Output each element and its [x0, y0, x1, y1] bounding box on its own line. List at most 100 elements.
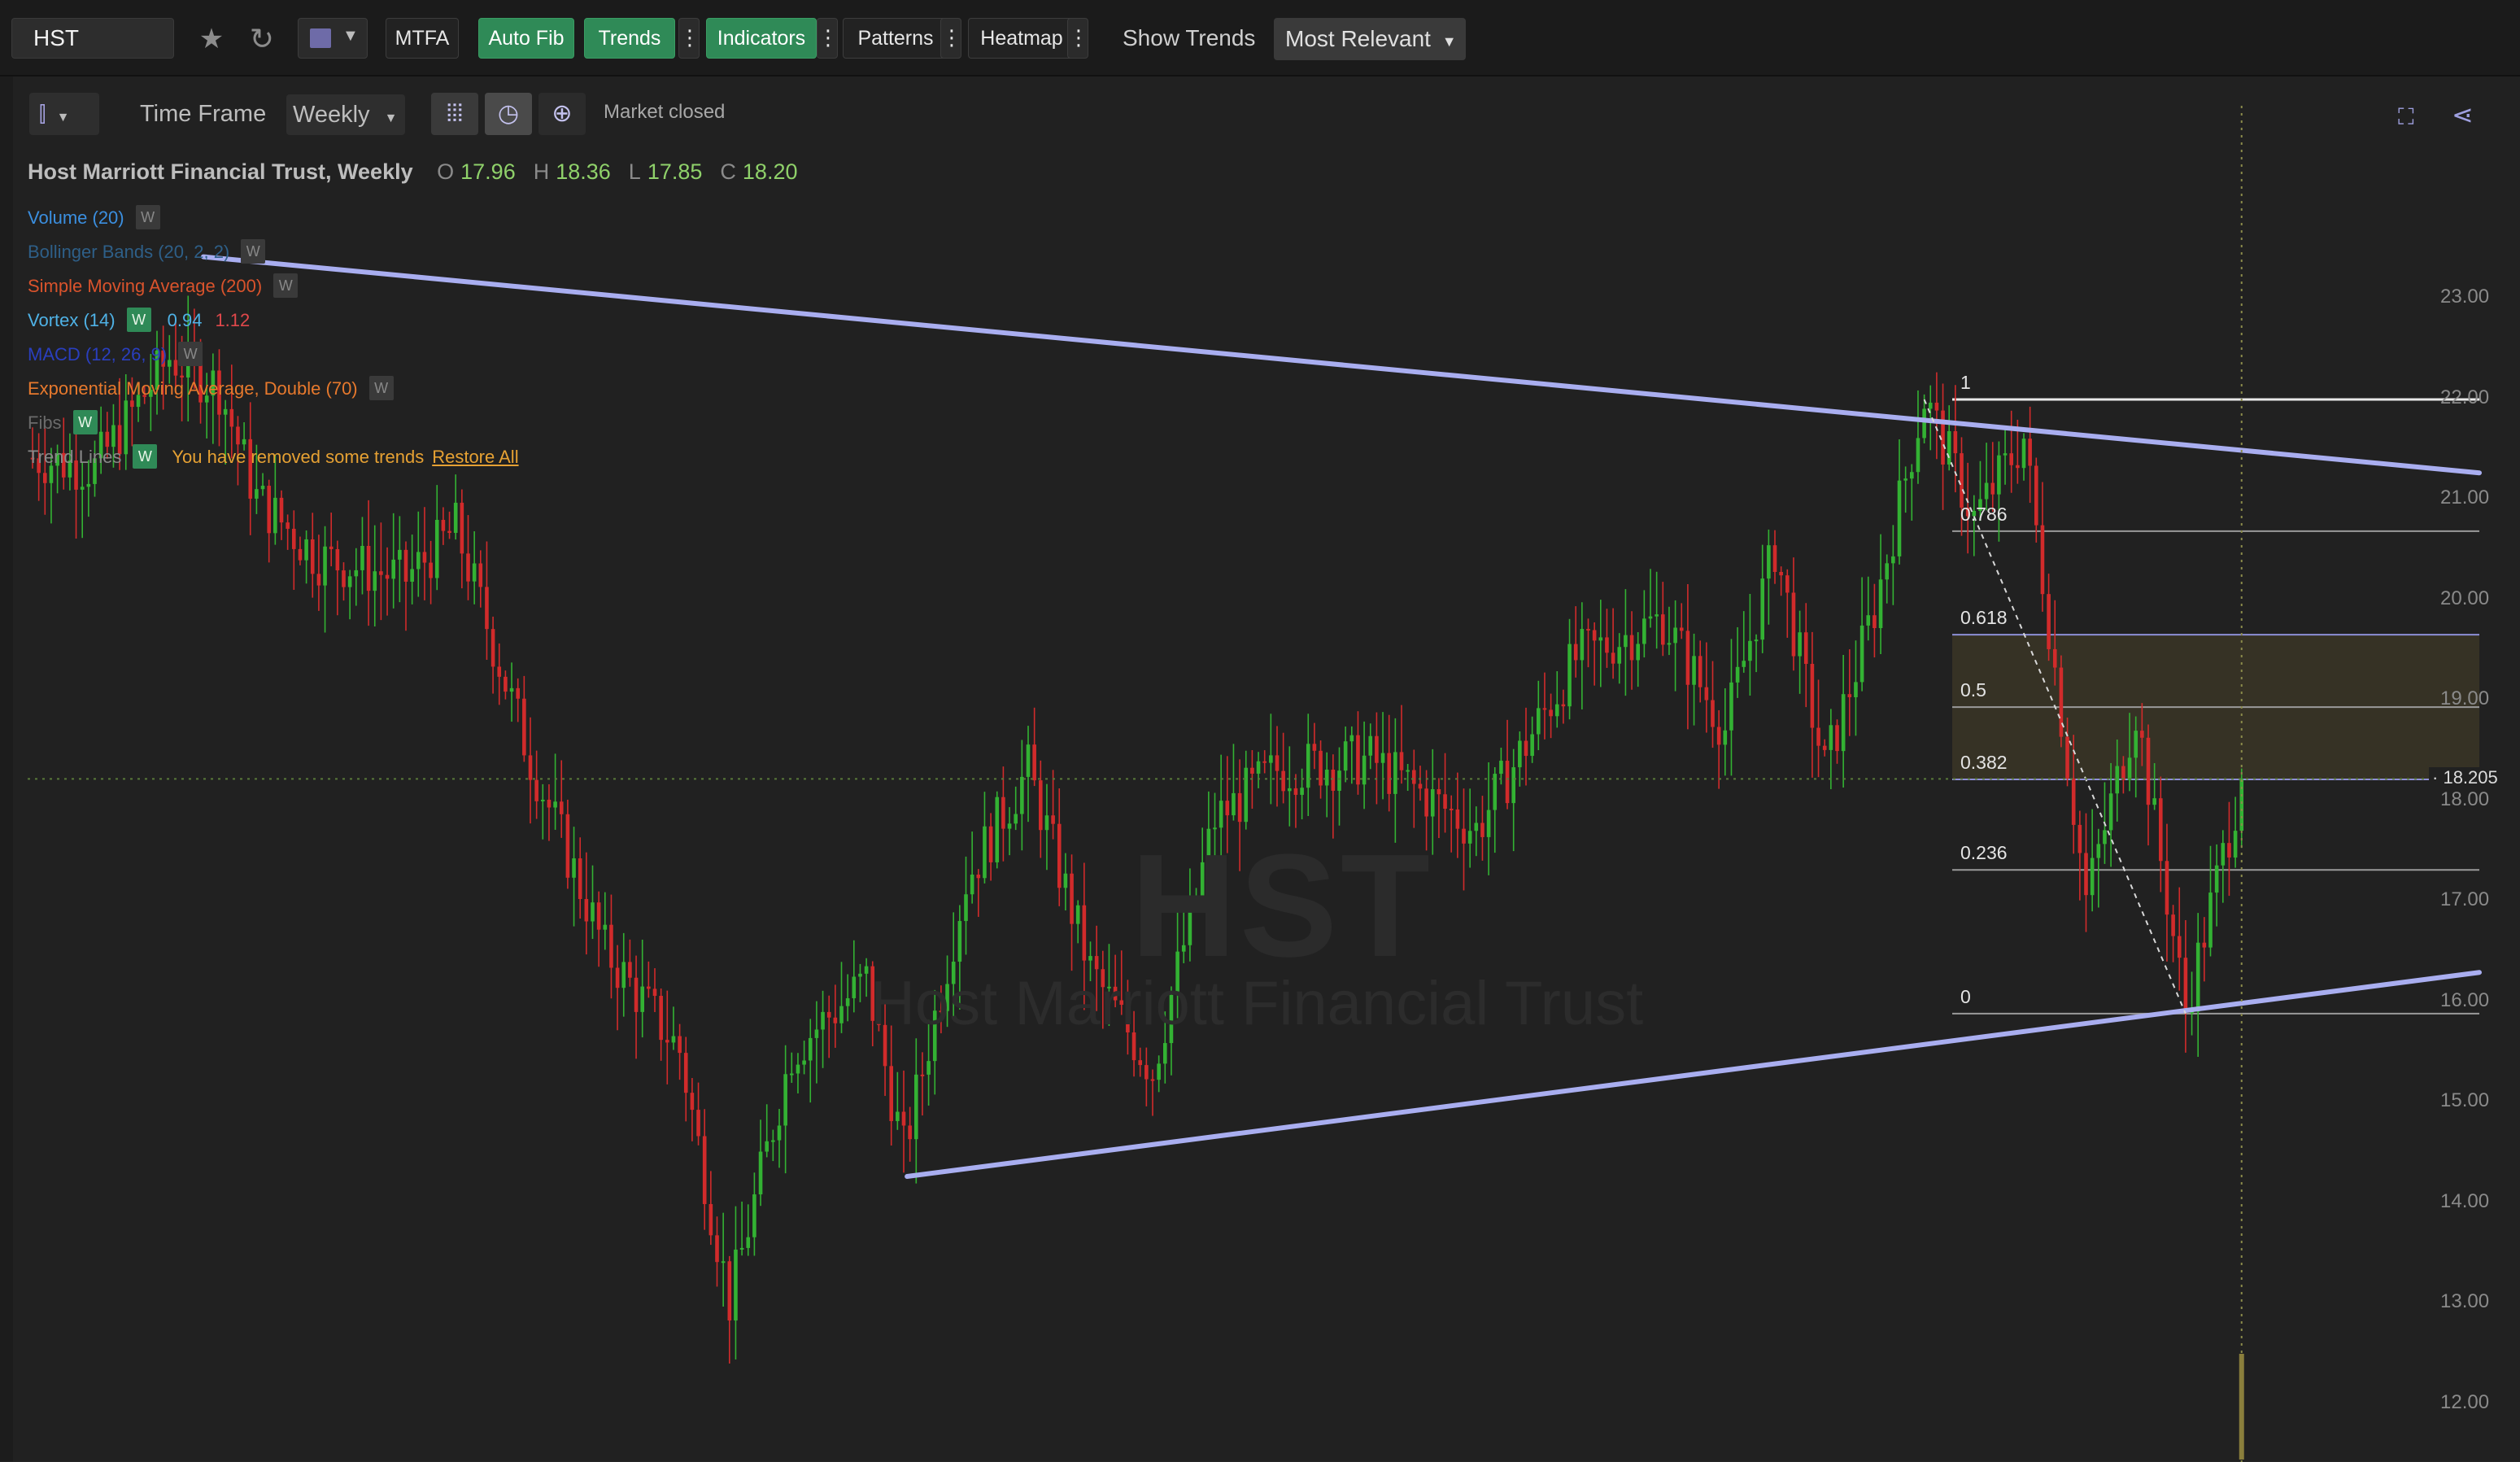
candle [1885, 554, 1889, 604]
indicator-row[interactable]: Vortex (14) W 0.94 1.12 [28, 308, 250, 334]
candle [1138, 1047, 1142, 1077]
refresh-icon[interactable]: ↻ [249, 22, 275, 55]
candle-body [1462, 828, 1466, 844]
candle [1169, 986, 1174, 1076]
patterns-menu-icon[interactable]: ⋮ [940, 18, 962, 59]
ohlc-value: 18.36 [556, 159, 611, 184]
watermark-name: Host Marriott Financial Trust [870, 969, 1644, 1038]
candle [30, 427, 35, 469]
price-tick-label: 12.00 [2440, 1391, 2490, 1413]
candle [310, 513, 315, 598]
candle-body [55, 452, 59, 466]
candle-body [708, 1203, 713, 1236]
indicator-row[interactable]: MACD (12, 26, 9) W [28, 342, 203, 368]
crosshair-icon[interactable]: ⊕ [538, 93, 586, 135]
candle-body [1537, 708, 1541, 735]
color-swatch-icon [310, 28, 331, 48]
candle-body [1150, 1079, 1155, 1081]
waveform-icon[interactable]: ⦙⦙⦙ [431, 93, 478, 135]
candle [1026, 726, 1031, 823]
indicator-window-toggle[interactable]: W [135, 205, 160, 229]
indicator-row[interactable]: Trend Lines W You have removed some trends… [28, 444, 519, 470]
auto-fib-button[interactable]: Auto Fib [478, 18, 574, 59]
time-frame-select[interactable]: Weekly ▼ [286, 94, 405, 135]
ohlc-value: 17.85 [647, 159, 703, 184]
candle [1418, 766, 1423, 801]
candle [708, 1171, 713, 1246]
indicator-window-toggle[interactable]: W [126, 308, 151, 332]
candle [93, 440, 97, 497]
candle-body [2177, 936, 2182, 958]
candle-body [715, 1235, 719, 1263]
restore-all-link[interactable]: Restore All [432, 447, 519, 467]
indicators-menu-icon[interactable]: ⋮ [817, 18, 839, 59]
candle [1300, 768, 1304, 820]
candle-body [1742, 661, 1746, 667]
candle [2003, 430, 2008, 485]
candle-body [1237, 792, 1242, 823]
candle [1119, 950, 1124, 1015]
candle [403, 541, 408, 631]
indicator-window-toggle[interactable]: W [273, 273, 299, 298]
expand-icon[interactable]: ⛶ [2398, 104, 2414, 129]
indicator-row[interactable]: Bollinger Bands (20, 2, 2) W [28, 239, 266, 265]
share-icon[interactable]: ⋖ [2452, 100, 2474, 129]
candle [410, 535, 414, 604]
clock-icon[interactable]: ◷ [485, 93, 532, 135]
heatmap-menu-icon[interactable]: ⋮ [1067, 18, 1089, 59]
indicator-window-toggle[interactable]: W [241, 239, 266, 264]
candle [286, 514, 290, 550]
candle [1567, 618, 1572, 720]
candle-body [347, 576, 352, 587]
candle [2177, 887, 2182, 991]
color-swatch-button[interactable]: ▼ [298, 18, 368, 59]
candle [1157, 1055, 1161, 1093]
indicators-button[interactable]: Indicators [706, 18, 817, 59]
candle-body [1729, 682, 1733, 731]
star-icon[interactable]: ★ [198, 24, 225, 55]
candle [68, 433, 72, 491]
candle-body [429, 562, 433, 578]
candle [1356, 711, 1360, 795]
candle [2159, 776, 2163, 892]
trends-button[interactable]: Trends [584, 18, 675, 59]
patterns-button[interactable]: Patterns [843, 18, 948, 59]
indicator-row[interactable]: Exponential Moving Average, Double (70) W [28, 376, 394, 402]
candle-body [1910, 472, 1914, 479]
candle [833, 984, 838, 1048]
candle-body [2202, 942, 2207, 948]
candle-body [1082, 905, 1087, 961]
candle-body [826, 1011, 831, 1018]
most-relevant-dropdown[interactable]: Most Relevant ▼ [1274, 18, 1466, 60]
candle-body [1542, 708, 1547, 710]
chart-type-button[interactable]: ⫿ ▼ [29, 93, 99, 135]
mtfa-button[interactable]: MTFA [386, 18, 459, 59]
indicator-row[interactable]: Volume (20) W [28, 205, 160, 231]
trends-menu-icon[interactable]: ⋮ [678, 18, 700, 59]
candle [2047, 574, 2051, 661]
candle-body [1014, 814, 1018, 824]
symbol-input[interactable]: HST [11, 18, 174, 59]
candle [1493, 767, 1498, 853]
candle [559, 760, 564, 838]
indicator-window-toggle[interactable]: W [368, 376, 394, 400]
indicator-window-toggle[interactable]: W [133, 444, 158, 469]
candle [142, 386, 146, 404]
candle [2115, 739, 2120, 822]
candle [466, 515, 470, 600]
indicator-row[interactable]: Simple Moving Average (200) W [28, 273, 299, 299]
candle [1723, 687, 1728, 776]
candle-body [360, 545, 364, 570]
candle-body [2084, 853, 2088, 896]
indicator-window-toggle[interactable]: W [178, 342, 203, 366]
candle [1406, 763, 1410, 792]
price-tick-label: 23.00 [2440, 286, 2490, 308]
heatmap-button[interactable]: Heatmap [968, 18, 1075, 59]
candle [1126, 980, 1130, 1055]
candle-body [1213, 827, 1217, 830]
indicator-window-toggle[interactable]: W [72, 410, 98, 434]
indicator-row[interactable]: Fibs W [28, 410, 98, 436]
fib-level-label: 0 [1960, 985, 1971, 1007]
candle-body [1474, 823, 1479, 831]
